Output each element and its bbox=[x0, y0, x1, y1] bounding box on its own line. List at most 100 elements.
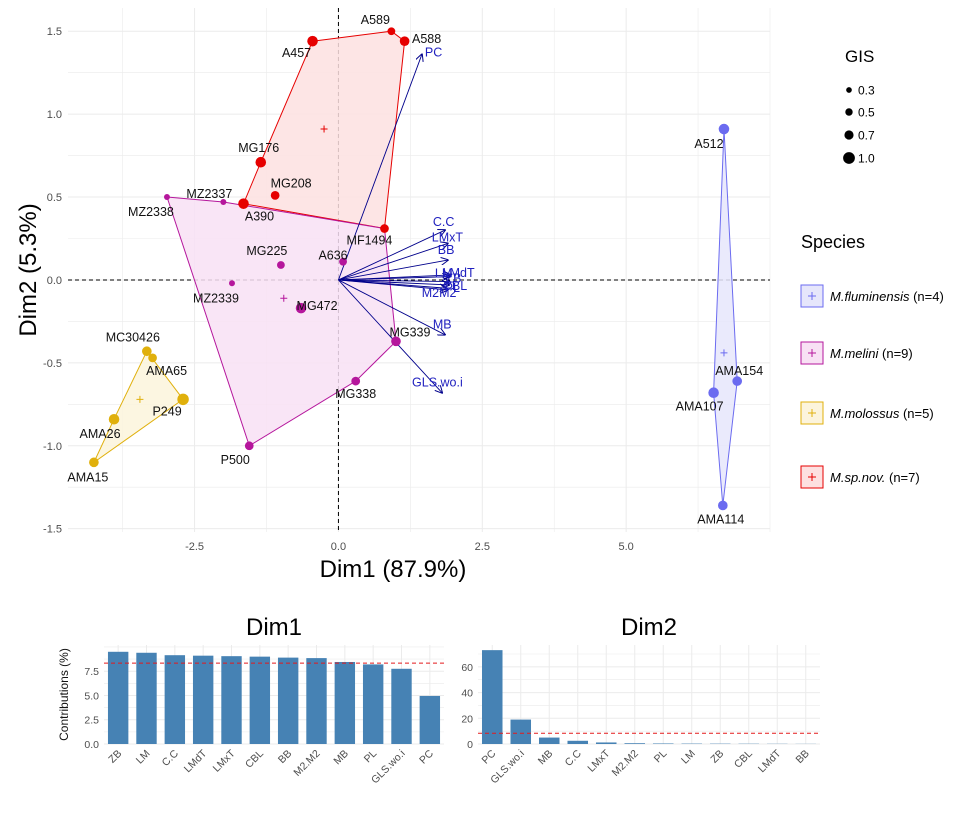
bar-x-tick-label-m2-m2: M2.M2 bbox=[610, 748, 641, 779]
point-label-mz2339: MZ2339 bbox=[193, 291, 239, 305]
point-mg176 bbox=[255, 156, 267, 168]
point-mg339 bbox=[391, 336, 401, 347]
bar-lmxt bbox=[595, 742, 617, 744]
bar-x-tick-label-lmdt: LMdT bbox=[182, 747, 210, 775]
y-tick-label: 1.0 bbox=[47, 109, 62, 121]
point-label-mz2338: MZ2338 bbox=[128, 205, 174, 219]
point-label-a457: A457 bbox=[282, 46, 311, 60]
point-label-ama15: AMA15 bbox=[67, 470, 108, 484]
variable-label-c-c: C.C bbox=[433, 215, 455, 229]
point-label-a512: A512 bbox=[694, 137, 723, 151]
point-label-a636: A636 bbox=[318, 249, 347, 263]
species-legend-label-sp: M.sp.nov. (n=7) bbox=[830, 470, 920, 485]
size-legend-label: 0.5 bbox=[858, 106, 875, 120]
bar-y-tick-label: 7.5 bbox=[84, 666, 99, 678]
y-tick-label: 0.5 bbox=[47, 192, 62, 204]
x-axis-title: Dim1 (87.9%) bbox=[320, 556, 467, 583]
point-label-p500: P500 bbox=[221, 453, 250, 467]
bar-y-tick-label: 0 bbox=[467, 739, 473, 751]
bar-mb bbox=[334, 661, 356, 744]
point-label-mg339: MG339 bbox=[389, 325, 430, 339]
bar-x-tick-label-zb: ZB bbox=[708, 748, 726, 766]
size-legend-key bbox=[843, 152, 855, 164]
bar-x-tick-label-lmxt: LMxT bbox=[211, 747, 238, 774]
bar-gls-wo-i bbox=[510, 719, 532, 744]
species-legend-label-flu: M.fluminensis (n=4) bbox=[830, 289, 944, 304]
point-label-a588: A588 bbox=[412, 32, 441, 46]
bar-x-tick-label-bb: BB bbox=[276, 748, 294, 766]
bar-pl bbox=[652, 743, 674, 744]
bar-y-tick-label: 5.0 bbox=[84, 690, 99, 702]
hull-flu bbox=[713, 129, 738, 506]
point-label-mg176: MG176 bbox=[238, 141, 279, 155]
species-legend-centroid-flu bbox=[808, 292, 816, 300]
variable-arrow-lmxt bbox=[338, 243, 447, 281]
point-a636 bbox=[339, 257, 347, 266]
point-mz2338 bbox=[163, 194, 170, 201]
bar-x-tick-label-pc: PC bbox=[417, 747, 436, 766]
bar-bb bbox=[277, 657, 299, 744]
point-mf1494 bbox=[380, 224, 389, 233]
bar-pl bbox=[362, 664, 384, 744]
variable-arrow-c-c bbox=[338, 230, 444, 281]
centroid-flu bbox=[720, 349, 728, 357]
point-mg225 bbox=[277, 261, 285, 269]
bar-m2-m2 bbox=[306, 658, 327, 744]
bar-chart-title: Dim1 bbox=[246, 614, 302, 641]
bar-x-tick-label-c-c: C.C bbox=[160, 747, 182, 769]
x-tick-label: -2.5 bbox=[185, 541, 204, 553]
y-tick-label: -0.5 bbox=[43, 358, 62, 370]
bar-pc bbox=[419, 695, 441, 744]
point-label-ama107: AMA107 bbox=[676, 400, 724, 414]
point-label-mg472: MG472 bbox=[297, 299, 338, 313]
x-tick-label: 5.0 bbox=[618, 541, 633, 553]
variable-label-zb: ZB bbox=[445, 272, 461, 286]
variable-label-mb: MB bbox=[433, 318, 452, 332]
species-legend-title: Species bbox=[801, 232, 865, 252]
bar-m2-m2 bbox=[624, 743, 646, 744]
species-legend-centroid-sp bbox=[808, 473, 816, 481]
bar-y-tick-label: 20 bbox=[461, 713, 473, 725]
variable-arrow-mb bbox=[338, 279, 444, 335]
bar-x-tick-label-mb: MB bbox=[536, 748, 556, 768]
bar-x-tick-label-zb: ZB bbox=[106, 748, 124, 766]
variable-label-cbl: CBL bbox=[443, 279, 467, 293]
bar-lmxt bbox=[221, 656, 242, 744]
species-legend-label-mol: M.molossus (n=5) bbox=[830, 406, 934, 421]
variable-arrow-pc bbox=[338, 54, 421, 281]
centroid-mel bbox=[280, 294, 288, 302]
point-label-mc30426: MC30426 bbox=[106, 330, 160, 344]
bar-x-tick-label-mb: MB bbox=[331, 748, 351, 768]
species-legend-centroid-mol bbox=[808, 409, 816, 417]
point-a588 bbox=[399, 36, 410, 46]
point-p500 bbox=[244, 441, 254, 451]
size-legend-key bbox=[846, 87, 852, 93]
size-legend-key bbox=[844, 130, 854, 140]
size-legend-label: 0.7 bbox=[858, 129, 875, 143]
variable-label-lmdt: LMdT bbox=[443, 266, 475, 280]
bar-x-tick-label-cbl: CBL bbox=[732, 748, 755, 771]
point-a390 bbox=[238, 198, 249, 209]
point-label-ama154: AMA154 bbox=[715, 364, 763, 378]
point-mg472 bbox=[295, 302, 307, 314]
point-ama114 bbox=[717, 500, 728, 511]
bar-y-tick-label: 2.5 bbox=[84, 715, 99, 727]
bar-gls-wo-i bbox=[391, 668, 412, 744]
grid bbox=[68, 8, 771, 532]
centroid-mol bbox=[136, 395, 144, 403]
x-tick-label: 2.5 bbox=[475, 541, 490, 553]
size-legend-label: 0.3 bbox=[858, 84, 875, 98]
point-a457 bbox=[307, 35, 318, 47]
y-tick-label: -1.0 bbox=[43, 441, 62, 453]
point-ama154 bbox=[732, 376, 743, 386]
point-mg338 bbox=[351, 376, 361, 386]
centroid-sp bbox=[320, 125, 328, 133]
point-label-ama114: AMA114 bbox=[697, 512, 744, 526]
bar-x-tick-label-pc: PC bbox=[480, 747, 499, 766]
bar-grid bbox=[478, 645, 820, 745]
bar-chart-title: Dim2 bbox=[621, 614, 677, 641]
bar-c-c bbox=[567, 740, 589, 744]
bar-x-tick-label-bb: BB bbox=[793, 748, 811, 766]
